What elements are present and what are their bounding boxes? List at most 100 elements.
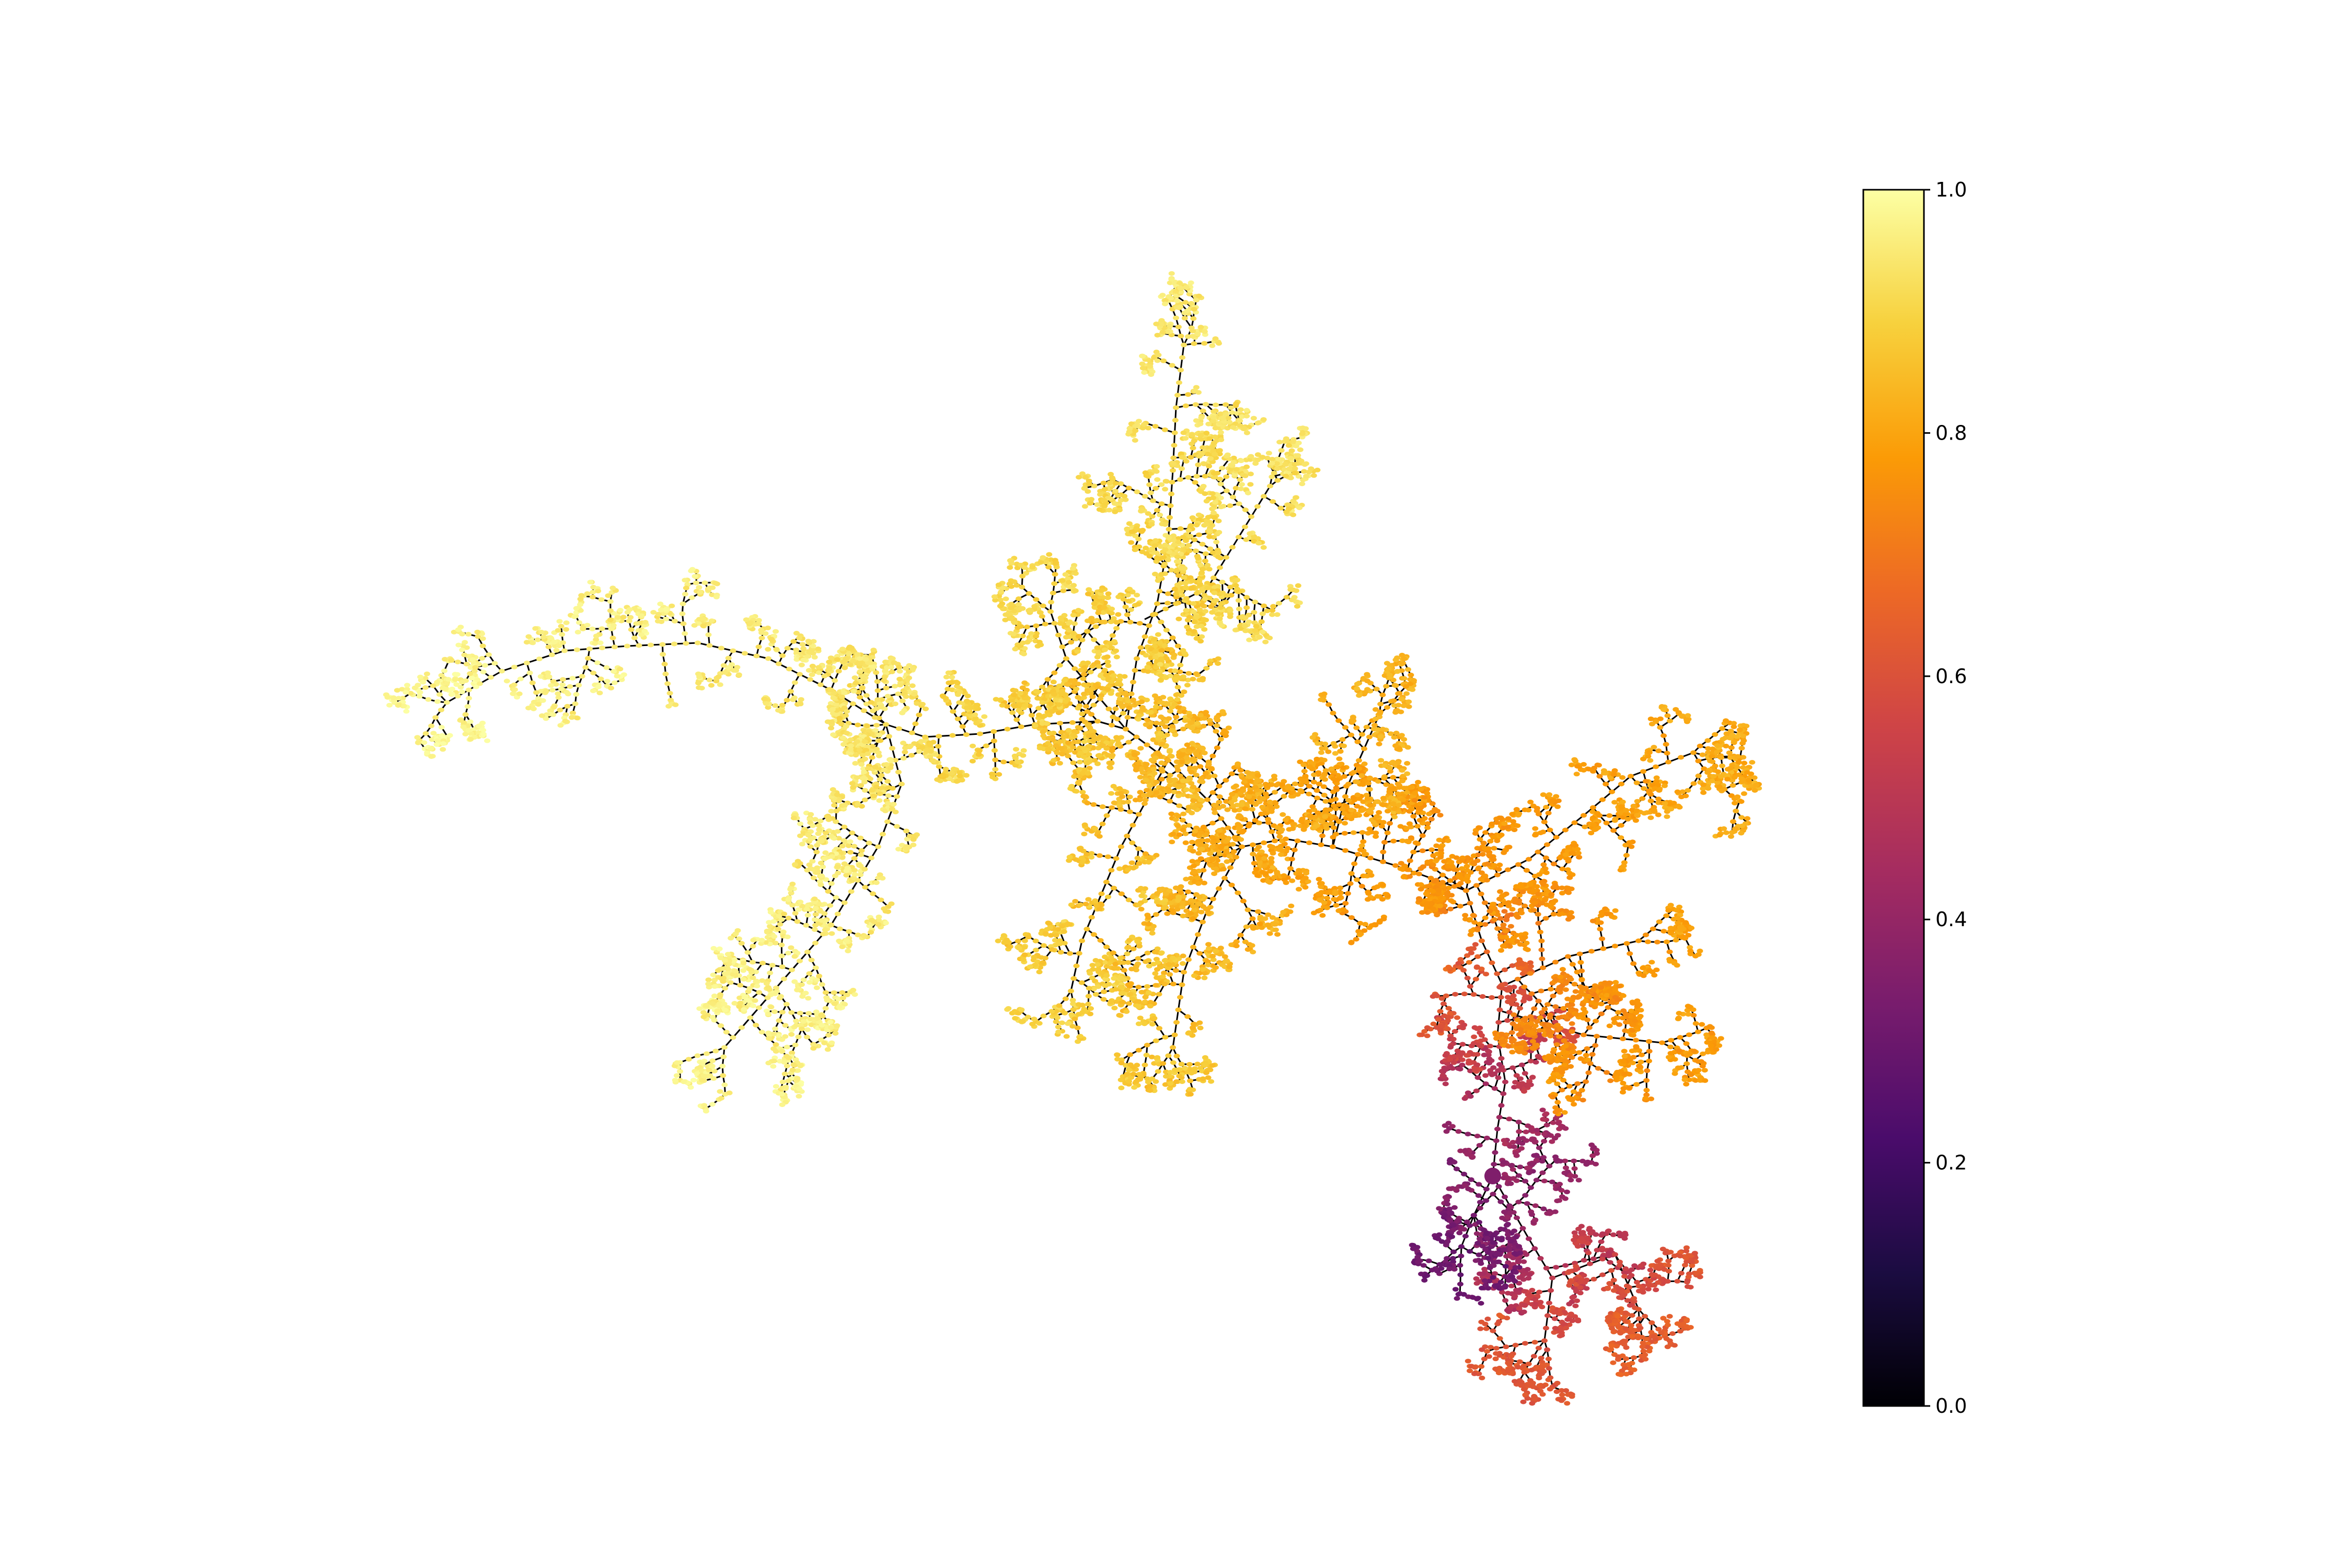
network-node	[1438, 1023, 1445, 1029]
network-node	[1468, 950, 1474, 955]
network-node	[1497, 995, 1504, 1000]
network-node	[1487, 1043, 1494, 1048]
network-node	[1534, 1127, 1540, 1133]
network-node	[1492, 1150, 1498, 1155]
network-node	[1506, 1116, 1513, 1122]
network-node	[1511, 997, 1517, 1002]
network-node	[1476, 1143, 1483, 1148]
network-node	[1441, 859, 1448, 864]
network-node	[1473, 1088, 1480, 1093]
network-node	[1443, 1129, 1450, 1134]
network-node	[1491, 1086, 1498, 1091]
network-node	[1489, 960, 1495, 965]
network-node	[1482, 1081, 1489, 1086]
network-node	[1494, 1126, 1501, 1132]
network-node	[1470, 853, 1477, 858]
network-node	[1493, 1138, 1500, 1143]
network-node	[1474, 1062, 1481, 1067]
network-node	[1440, 1001, 1447, 1006]
network-node	[1479, 994, 1486, 999]
network-node	[1424, 1025, 1431, 1030]
network-node	[1507, 924, 1514, 929]
network-node	[1517, 1006, 1524, 1011]
network-node	[1566, 1034, 1573, 1040]
network-node	[1459, 1050, 1466, 1055]
network-node	[1461, 1096, 1468, 1101]
network-node	[1481, 1052, 1488, 1057]
network-node	[1489, 995, 1495, 1000]
network-node	[1445, 1014, 1451, 1020]
network-node	[1442, 1081, 1449, 1087]
network-node	[1473, 965, 1480, 970]
network-node	[1423, 891, 1429, 896]
network-node	[1448, 898, 1455, 903]
network-node	[1562, 1126, 1569, 1131]
network-node	[1541, 1117, 1548, 1122]
network-node	[1463, 888, 1469, 893]
network-node	[1445, 964, 1452, 970]
network-node	[1521, 1071, 1528, 1076]
network-node	[1517, 1076, 1524, 1081]
network-node	[1461, 1022, 1468, 1028]
network-node	[1451, 1029, 1458, 1034]
network-node	[1437, 1009, 1444, 1014]
network-node	[1475, 865, 1482, 870]
network-node	[1467, 1060, 1473, 1066]
network-node	[1458, 858, 1465, 863]
network-node	[1502, 1142, 1508, 1147]
network-node	[1467, 984, 1473, 989]
network-node	[1512, 1150, 1519, 1156]
network-node	[1457, 965, 1463, 970]
network-node	[1502, 1079, 1508, 1085]
network-node	[1468, 1043, 1475, 1048]
network-node	[1459, 1057, 1466, 1063]
network-node	[1501, 850, 1507, 855]
network-node	[1494, 971, 1501, 976]
network-node	[1406, 874, 1413, 879]
network-node	[1440, 1074, 1447, 1079]
network-node	[1430, 1021, 1437, 1027]
network-node	[1526, 1079, 1533, 1084]
network-node	[1457, 1148, 1464, 1154]
network-node	[1551, 1136, 1558, 1140]
network-node	[1444, 891, 1450, 896]
network-node	[1468, 1154, 1474, 1159]
network-node	[1435, 1017, 1442, 1022]
network-node	[1501, 1138, 1507, 1143]
network-node	[1527, 960, 1534, 965]
network-node	[1465, 1132, 1471, 1137]
network-node	[1398, 861, 1404, 866]
network-node	[1454, 1015, 1460, 1020]
network-node	[1457, 1067, 1463, 1071]
network-node	[1505, 995, 1511, 1000]
network-node	[1517, 1165, 1524, 1170]
network-node	[1541, 1037, 1548, 1042]
network-node	[1484, 861, 1491, 867]
network-node	[1437, 904, 1444, 908]
network-node	[1473, 1026, 1480, 1031]
network-node	[1491, 1162, 1497, 1167]
network-node	[1500, 1091, 1507, 1096]
network-node	[1471, 1034, 1478, 1040]
network-node	[1470, 992, 1477, 997]
network-node	[1426, 883, 1433, 889]
network-node	[1472, 1067, 1479, 1072]
network-node	[1485, 1049, 1492, 1054]
network-node	[1483, 949, 1490, 954]
network-node	[1506, 845, 1513, 850]
network-node	[1447, 1045, 1454, 1050]
network-node	[1502, 967, 1508, 972]
network-node	[1467, 1068, 1474, 1074]
network-node	[1483, 1135, 1490, 1140]
network-node	[1467, 1094, 1474, 1099]
network-node	[1457, 904, 1463, 909]
network-node	[1535, 1131, 1541, 1136]
network-node	[1429, 889, 1436, 894]
network-node	[1532, 1059, 1539, 1065]
network-node	[1496, 1062, 1503, 1067]
network-node	[1478, 1044, 1484, 1049]
network-node	[1433, 993, 1440, 998]
network-node	[1445, 1121, 1452, 1126]
network-node	[1521, 968, 1528, 973]
network-node	[1527, 1058, 1534, 1064]
